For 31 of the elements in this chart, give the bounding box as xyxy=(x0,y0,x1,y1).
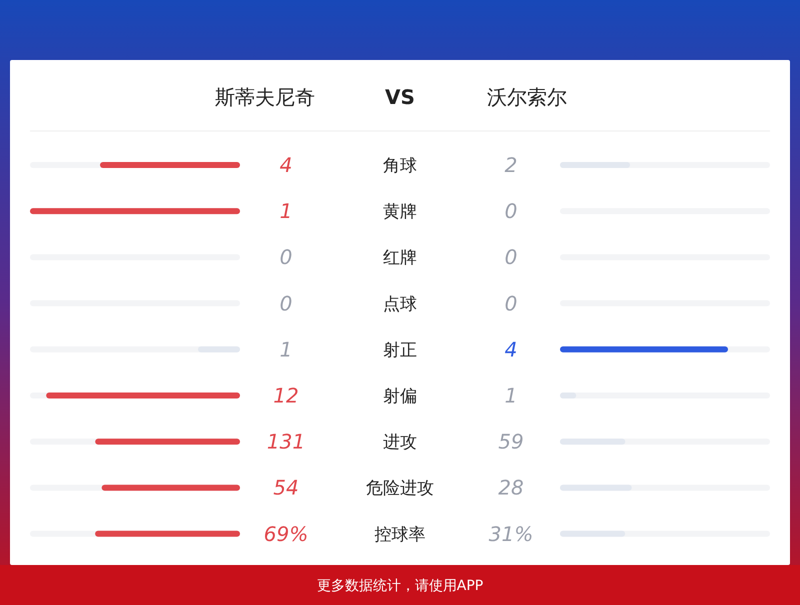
data-label: 69% xyxy=(264,522,308,546)
data-label: 4 xyxy=(280,153,292,177)
data-label: 0 xyxy=(504,199,518,224)
category-label: 控球率 xyxy=(374,524,426,545)
data-label: 54 xyxy=(273,476,299,500)
category-label: 进攻 xyxy=(383,432,417,453)
data-label: 12 xyxy=(273,384,299,408)
data-label: 28 xyxy=(498,476,524,500)
data-label: 1 xyxy=(280,337,292,362)
category-label: 黄牌 xyxy=(383,202,417,222)
data-label: 59 xyxy=(498,430,524,454)
data-label: 0 xyxy=(280,291,292,316)
data-label: 1 xyxy=(504,384,518,408)
category-label: 危险进攻 xyxy=(366,478,434,499)
data-label: 0 xyxy=(504,245,518,270)
text: VS xyxy=(385,85,415,109)
data-label: 0 xyxy=(280,245,292,270)
text: 沃尔索尔 xyxy=(487,85,567,109)
category-label: 红牌 xyxy=(383,248,417,268)
category-label: 点球 xyxy=(383,294,417,314)
category-label: 射偏 xyxy=(383,386,417,406)
data-label: 0 xyxy=(504,291,518,316)
text: 斯蒂夫尼奇 xyxy=(215,85,315,109)
data-label: 2 xyxy=(504,153,518,177)
data-label: 131 xyxy=(266,430,306,454)
text: 更多数据统计，请使用APP xyxy=(316,578,484,594)
data-label: 31% xyxy=(488,522,534,546)
data-label: 1 xyxy=(280,199,292,224)
category-label: 角球 xyxy=(383,156,417,176)
data-label: 4 xyxy=(504,337,518,362)
category-label: 射正 xyxy=(383,340,417,360)
